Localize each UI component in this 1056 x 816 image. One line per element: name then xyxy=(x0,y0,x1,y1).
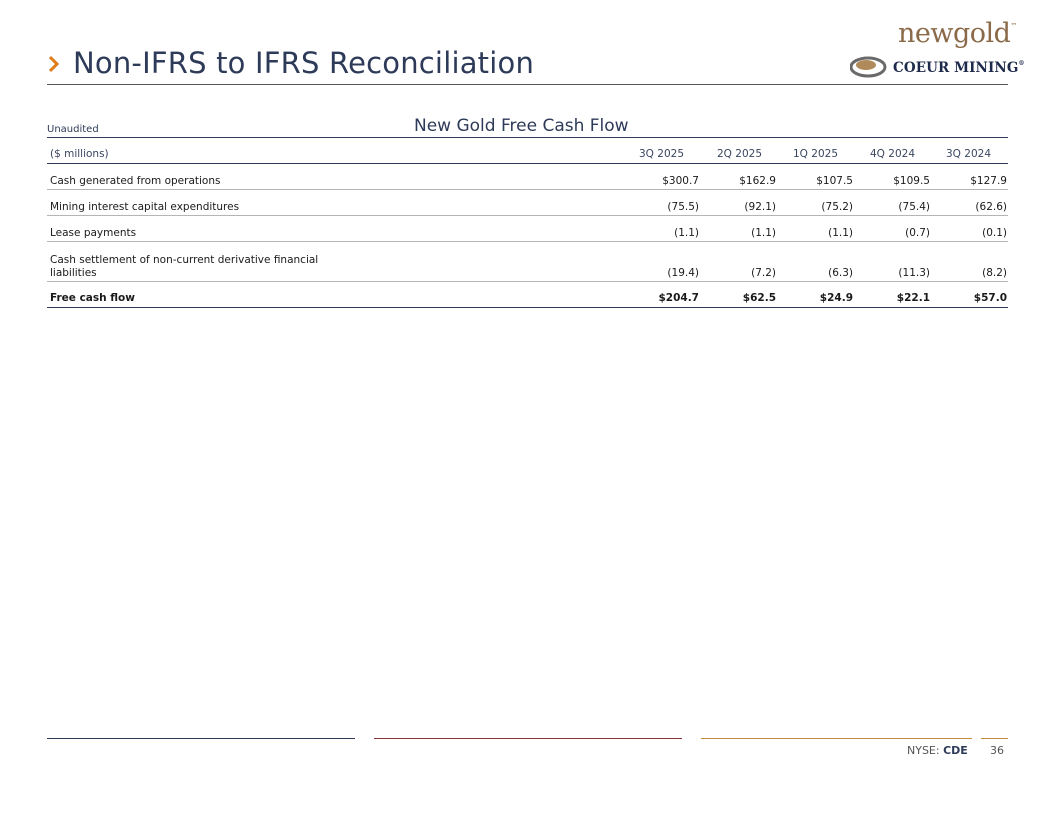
cell-value: (0.1) xyxy=(982,227,1007,239)
cell-value: $109.5 xyxy=(893,175,930,187)
cell-value: $300.7 xyxy=(662,175,699,187)
cell-value: (8.2) xyxy=(982,267,1007,279)
cell-value: (0.7) xyxy=(905,227,930,239)
row-label: Lease payments xyxy=(50,227,137,239)
cell-value: $107.5 xyxy=(816,175,853,187)
cell-value: $57.0 xyxy=(973,292,1007,304)
row-label: Free cash flow xyxy=(50,292,135,304)
table-row: Mining interest capital expenditures (75… xyxy=(47,190,1008,216)
table-total-row: Free cash flow $204.7 $62.5 $24.9 $22.1 … xyxy=(47,282,1008,308)
row-label: Cash generated from operations xyxy=(50,175,221,187)
cell-value: $127.9 xyxy=(970,175,1007,187)
footer-divider xyxy=(701,738,972,739)
coeur-emblem-icon xyxy=(850,56,887,78)
table-top-rule xyxy=(47,137,1008,138)
free-cash-flow-table: ($ millions) 3Q 2025 2Q 2025 1Q 2025 4Q … xyxy=(47,138,1008,308)
coeur-logo-text: COEUR MINING xyxy=(893,60,1019,76)
footer-divider xyxy=(47,738,355,739)
unit-label: ($ millions) xyxy=(50,148,109,160)
cell-value: (75.4) xyxy=(898,201,930,213)
newgold-logo-text: newgold xyxy=(898,18,1011,49)
table-header-row: ($ millions) 3Q 2025 2Q 2025 1Q 2025 4Q … xyxy=(47,138,1008,164)
ticker-label: NYSE: CDE xyxy=(907,744,968,757)
cell-value: (6.3) xyxy=(828,267,853,279)
newgold-logo: newgold™ xyxy=(898,18,1017,49)
cell-value: (1.1) xyxy=(674,227,699,239)
cell-value: (92.1) xyxy=(744,201,776,213)
row-label-line2: liabilities xyxy=(50,267,97,279)
column-header: 3Q 2025 xyxy=(639,148,685,160)
cell-value: (75.5) xyxy=(667,201,699,213)
cell-value: (19.4) xyxy=(667,267,699,279)
cell-value: $24.9 xyxy=(819,292,853,304)
cell-value: (11.3) xyxy=(898,267,930,279)
column-header: 4Q 2024 xyxy=(870,148,916,160)
column-header: 1Q 2025 xyxy=(793,148,839,160)
footer-divider xyxy=(374,738,682,739)
table-row: Cash settlement of non-current derivativ… xyxy=(47,242,1008,282)
footer-divider xyxy=(981,738,1008,739)
table-row: Cash generated from operations $300.7 $1… xyxy=(47,164,1008,190)
exchange-label: NYSE: xyxy=(907,744,940,757)
cell-value: (7.2) xyxy=(751,267,776,279)
page-number: 36 xyxy=(990,744,1004,757)
cell-value: (1.1) xyxy=(751,227,776,239)
column-header: 2Q 2025 xyxy=(717,148,763,160)
cell-value: $62.5 xyxy=(742,292,776,304)
title-divider xyxy=(47,84,1008,85)
cell-value: $162.9 xyxy=(739,175,776,187)
cell-value: (1.1) xyxy=(828,227,853,239)
ticker-symbol: CDE xyxy=(943,744,968,757)
cell-value: $22.1 xyxy=(896,292,930,304)
row-label: Mining interest capital expenditures xyxy=(50,201,240,213)
column-header: 3Q 2024 xyxy=(946,148,992,160)
cell-value: (75.2) xyxy=(821,201,853,213)
page-title: Non-IFRS to IFRS Reconciliation xyxy=(73,46,535,80)
unaudited-label: Unaudited xyxy=(47,124,99,135)
table-row: Lease payments (1.1) (1.1) (1.1) (0.7) (… xyxy=(47,216,1008,242)
cell-value: (62.6) xyxy=(975,201,1007,213)
coeur-mining-logo: COEUR MINING® xyxy=(850,55,1024,79)
chevron-right-icon xyxy=(48,55,60,73)
table-title: New Gold Free Cash Flow xyxy=(414,116,629,136)
cell-value: $204.7 xyxy=(658,292,699,304)
row-label-line1: Cash settlement of non-current derivativ… xyxy=(50,254,319,266)
